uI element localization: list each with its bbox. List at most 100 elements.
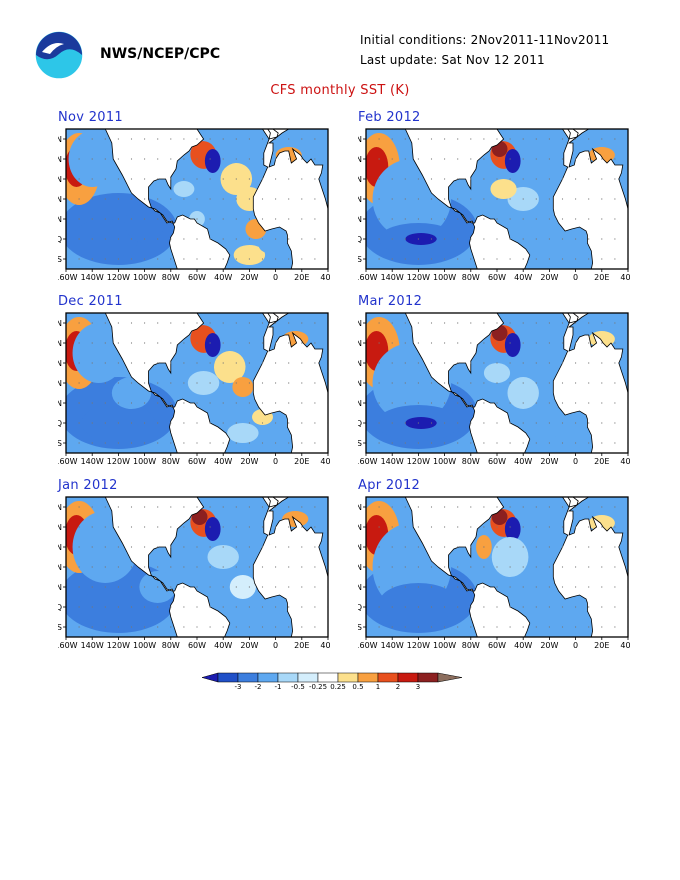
- x-tick-label: 20W: [540, 641, 558, 650]
- land-outline: [252, 497, 328, 637]
- anomaly-patch: [504, 517, 521, 541]
- x-tick-label: 0: [573, 641, 578, 650]
- x-tick-label: 20W: [240, 641, 258, 650]
- y-tick-label: 10S: [358, 623, 362, 632]
- land-outline: [366, 313, 531, 453]
- y-tick-label: 40N: [358, 339, 362, 348]
- anomaly-patch: [504, 149, 521, 173]
- anomaly-patch: [233, 245, 266, 265]
- x-tick-label: 80W: [162, 273, 180, 282]
- panel-title: Mar 2012: [358, 294, 423, 309]
- anomaly-patch: [229, 575, 256, 599]
- x-tick-label: 120W: [107, 457, 130, 466]
- anomaly-patch: [204, 149, 221, 173]
- colorbar-arrow-low: [201, 672, 219, 683]
- y-tick-label: 40N: [58, 155, 62, 164]
- x-tick-label: 80W: [162, 457, 180, 466]
- y-tick-label: 50N: [58, 503, 62, 512]
- land-outline: [66, 497, 231, 637]
- land-outline: [66, 313, 231, 453]
- y-tick-label: 10S: [58, 255, 62, 264]
- x-tick-label: 120W: [407, 641, 430, 650]
- colorbar-swatch: [257, 672, 279, 683]
- colorbar-swatch: [397, 672, 419, 683]
- y-tick-label: 20N: [58, 195, 62, 204]
- y-tick-label: 30N: [358, 543, 362, 552]
- land-outline: [366, 497, 531, 637]
- y-tick-label: 50N: [358, 503, 362, 512]
- x-tick-label: 100W: [433, 457, 456, 466]
- panel-title: Apr 2012: [358, 478, 421, 493]
- y-tick-label: 50N: [358, 319, 362, 328]
- panel-title: Jan 2012: [58, 478, 118, 493]
- x-tick-label: 20W: [540, 273, 558, 282]
- x-tick-label: 0: [273, 457, 278, 466]
- x-tick-label: 120W: [107, 641, 130, 650]
- anomaly-patch: [512, 577, 560, 617]
- y-tick-label: 10S: [358, 255, 362, 264]
- x-tick-label: 120W: [407, 457, 430, 466]
- colorbar-label: -2: [255, 683, 262, 691]
- land-outline: [267, 497, 279, 508]
- land-outline: [267, 313, 279, 324]
- y-tick-label: EQ: [58, 419, 62, 428]
- x-tick-label: 60W: [488, 457, 506, 466]
- anomaly-patch: [223, 605, 263, 629]
- y-tick-label: 50N: [358, 135, 362, 144]
- x-tick-label: 20W: [540, 457, 558, 466]
- y-tick-label: 20N: [358, 379, 362, 388]
- anomaly-patch: [207, 545, 239, 569]
- x-tick-label: 140W: [381, 641, 404, 650]
- land-outline: [252, 129, 328, 269]
- x-tick-label: 40E: [620, 641, 630, 650]
- x-tick-label: 140W: [381, 457, 404, 466]
- colorbar-label: 0.5: [352, 683, 363, 691]
- anomaly-patch: [405, 417, 437, 429]
- x-tick-label: 80W: [462, 273, 480, 282]
- anomaly-patch: [232, 377, 254, 397]
- x-tick-label: 60W: [488, 641, 506, 650]
- y-tick-label: 30N: [58, 359, 62, 368]
- x-tick-label: 40W: [514, 641, 532, 650]
- panel-title: Dec 2011: [58, 294, 123, 309]
- x-tick-label: 100W: [133, 641, 156, 650]
- anomaly-patch: [507, 377, 539, 409]
- x-tick-label: 40W: [214, 457, 232, 466]
- anomaly-patch: [491, 537, 529, 577]
- x-tick-label: 0: [273, 641, 278, 650]
- colorbar-swatch: [417, 672, 439, 683]
- anomaly-patch: [258, 237, 280, 253]
- y-tick-label: 10N: [58, 583, 62, 592]
- anomaly-patch: [405, 233, 437, 245]
- y-tick-label: 40N: [358, 523, 362, 532]
- x-tick-label: 120W: [407, 273, 430, 282]
- main-title: CFS monthly SST (K): [270, 83, 410, 98]
- y-tick-label: 30N: [58, 175, 62, 184]
- x-tick-label: 20E: [294, 273, 309, 282]
- land-outline: [267, 129, 279, 140]
- colorbar: -3 -2 -1 -0.5 -0.25 0.25 0.5 1 2 3: [200, 671, 480, 697]
- x-tick-label: 20E: [594, 273, 609, 282]
- x-tick-label: 40W: [514, 273, 532, 282]
- anomaly-patch: [227, 423, 259, 443]
- x-tick-label: 20W: [240, 457, 258, 466]
- organization-label: NWS/NCEP/CPC: [100, 46, 221, 62]
- y-tick-label: 30N: [358, 175, 362, 184]
- x-tick-label: 0: [573, 273, 578, 282]
- colorbar-swatch: [217, 672, 239, 683]
- land-outline: [552, 497, 628, 637]
- x-tick-label: 80W: [462, 457, 480, 466]
- y-tick-label: 20N: [58, 563, 62, 572]
- y-tick-label: EQ: [58, 235, 62, 244]
- x-tick-label: 40E: [320, 273, 330, 282]
